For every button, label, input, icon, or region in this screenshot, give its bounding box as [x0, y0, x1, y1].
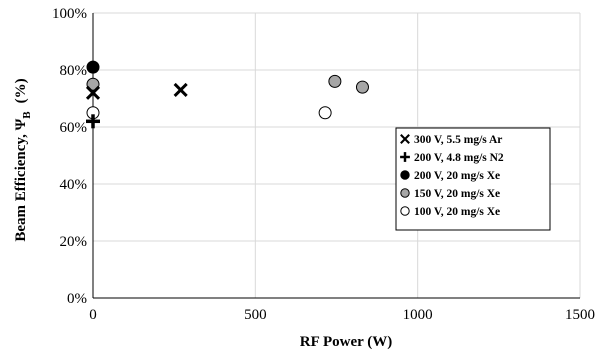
- legend-marker: [400, 206, 410, 216]
- data-point: [86, 77, 100, 91]
- marker-stroke: [85, 85, 101, 100]
- x-tick-label: 500: [244, 307, 267, 323]
- legend-label: 150 V, 20 mg/s Xe: [414, 188, 500, 200]
- y-tick-label: 60%: [60, 120, 88, 136]
- data-point: [86, 114, 100, 129]
- marker-stroke: [173, 82, 188, 98]
- legend-label: 100 V, 20 mg/s Xe: [414, 206, 500, 218]
- legend-label: 200 V, 4.8 mg/s N2: [414, 152, 504, 164]
- y-tick-label: 0%: [67, 291, 87, 307]
- data-point: [173, 82, 188, 98]
- grid-lines: [93, 12, 581, 298]
- y-axis-title-subscript: B: [21, 111, 33, 119]
- y-tick-label: 20%: [60, 234, 88, 250]
- legend-marker: [400, 134, 410, 144]
- data-points: [85, 60, 369, 129]
- y-tick-labels: 0% 20% 40% 60% 80% 100%: [52, 6, 87, 307]
- data-point: [85, 85, 101, 100]
- legend-label: 200 V, 20 mg/s Xe: [414, 170, 500, 182]
- x-tick-labels: 0 500 1000 1500: [89, 307, 595, 323]
- x-tick-label: 1500: [565, 307, 595, 323]
- legend-marker: [400, 188, 410, 198]
- data-point: [86, 60, 100, 74]
- marker-stroke: [400, 134, 410, 144]
- x-tick-label: 0: [89, 307, 97, 323]
- legend-marker: [400, 170, 410, 180]
- legend-marker: [400, 152, 410, 162]
- y-tick-label: 100%: [52, 6, 87, 22]
- x-axis-title: RF Power (W): [300, 334, 392, 350]
- legend-label: 300 V, 5.5 mg/s Ar: [414, 134, 502, 146]
- data-point: [318, 106, 332, 120]
- y-tick-label: 80%: [60, 63, 88, 79]
- y-axis-title-main: Beam Efficiency, Ψ: [13, 118, 29, 241]
- y-axis-title: Beam Efficiency, ΨB (%): [13, 78, 33, 241]
- legend-box: [395, 127, 551, 231]
- y-axis-title-unit: (%): [13, 78, 29, 103]
- legend: 300 V, 5.5 mg/s Ar 200 V, 4.8 mg/s N2 200 …: [395, 127, 551, 231]
- axes: [92, 13, 580, 299]
- data-point: [355, 80, 369, 94]
- y-tick-label: 40%: [60, 177, 88, 193]
- data-point: [328, 74, 342, 88]
- x-tick-label: 1000: [403, 307, 433, 323]
